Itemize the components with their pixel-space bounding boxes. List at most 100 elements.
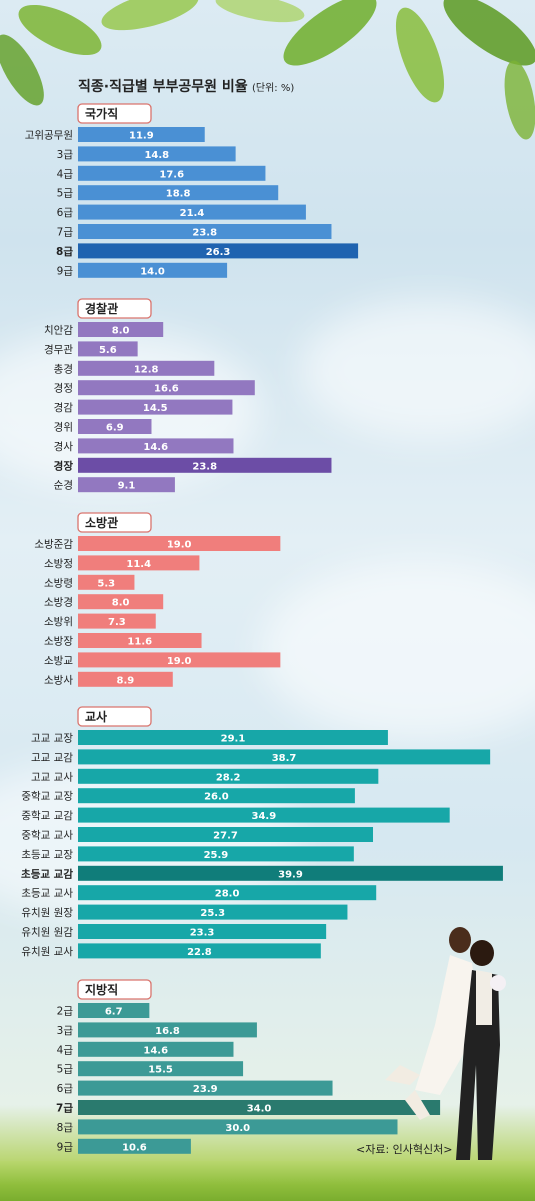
category-label: 경장 xyxy=(54,459,74,472)
category-label: 소방위 xyxy=(44,615,73,628)
data-label: 5.3 xyxy=(97,578,115,589)
data-label: 6.7 xyxy=(105,1007,123,1018)
category-label: 소방경 xyxy=(44,596,73,609)
bar xyxy=(78,127,205,142)
bar xyxy=(78,904,348,920)
data-label: 27.7 xyxy=(213,831,238,842)
category-label: 중학교 교사 xyxy=(21,830,73,842)
data-label: 29.1 xyxy=(221,734,246,745)
chart-unit: (단위: %) xyxy=(252,81,294,94)
bar xyxy=(78,885,377,901)
category-label: 6급 xyxy=(57,1083,74,1095)
category-label: 경무관 xyxy=(44,343,73,356)
data-label: 14.6 xyxy=(143,442,168,453)
data-label: 12.8 xyxy=(134,364,159,375)
bar xyxy=(78,360,215,376)
bar xyxy=(78,204,306,220)
couple-photo xyxy=(385,927,506,1160)
bar xyxy=(78,1080,333,1096)
data-label: 21.4 xyxy=(180,208,205,219)
category-label: 4급 xyxy=(57,168,74,180)
category-label: 초등교 교사 xyxy=(21,888,73,900)
category-label: 2급 xyxy=(57,1006,74,1018)
bar xyxy=(78,185,279,201)
data-label: 23.9 xyxy=(193,1084,218,1095)
data-label: 15.5 xyxy=(148,1065,173,1076)
bar xyxy=(78,399,233,415)
category-label: 초등교 교감 xyxy=(21,867,73,880)
bar xyxy=(78,1022,257,1038)
bar xyxy=(78,457,332,473)
category-label: 5급 xyxy=(57,188,74,200)
source-note: <자료: 인사혁신처> xyxy=(356,1143,453,1156)
category-label: 경사 xyxy=(54,440,74,453)
category-label: 초등교 교장 xyxy=(21,849,73,861)
group-label-box xyxy=(77,103,152,124)
category-label: 소방교 xyxy=(44,655,73,667)
bar xyxy=(78,555,200,571)
category-label: 6급 xyxy=(57,207,74,219)
category-label: 유치원 원장 xyxy=(21,907,73,919)
category-label: 4급 xyxy=(57,1044,74,1056)
category-label: 8급 xyxy=(57,1122,74,1134)
bar xyxy=(78,613,156,629)
category-label: 소방장 xyxy=(44,636,73,648)
bar xyxy=(78,943,321,959)
category-label: 9급 xyxy=(57,1141,74,1153)
data-label: 11.6 xyxy=(127,637,152,648)
bar xyxy=(78,1119,398,1135)
data-label: 25.3 xyxy=(200,908,225,919)
bar xyxy=(78,827,374,842)
data-label: 8.0 xyxy=(112,598,130,609)
group-label-box xyxy=(77,298,152,319)
group-label-box xyxy=(77,706,152,727)
bar xyxy=(78,224,332,239)
bar xyxy=(78,1003,150,1018)
category-label: 중학교 교감 xyxy=(21,810,73,822)
data-label: 14.6 xyxy=(143,1045,168,1056)
data-label: 19.0 xyxy=(167,656,192,667)
bar xyxy=(78,380,255,396)
data-label: 11.4 xyxy=(126,559,151,570)
bar xyxy=(78,749,491,765)
bar xyxy=(78,341,138,357)
data-label: 17.6 xyxy=(159,169,184,180)
category-label: 치안감 xyxy=(44,325,73,337)
bar xyxy=(78,865,503,881)
category-label: 소방준감 xyxy=(34,539,73,551)
bar xyxy=(78,574,135,590)
bar xyxy=(78,652,281,668)
group-label-box xyxy=(77,512,152,533)
data-label: 39.9 xyxy=(278,869,303,880)
category-label: 5급 xyxy=(57,1064,74,1076)
bar xyxy=(78,165,266,181)
category-label: 소방령 xyxy=(44,577,73,589)
data-label: 28.0 xyxy=(215,889,240,900)
bar xyxy=(78,1041,234,1057)
data-label: 26.0 xyxy=(204,792,229,803)
data-label: 18.8 xyxy=(166,189,191,200)
category-label: 경위 xyxy=(54,421,73,434)
data-label: 22.8 xyxy=(187,947,212,958)
data-label: 10.6 xyxy=(122,1142,147,1153)
bar xyxy=(78,924,327,939)
data-label: 19.0 xyxy=(167,540,192,551)
group-label: 교사 xyxy=(85,709,107,724)
bar xyxy=(78,788,355,804)
bar xyxy=(78,1100,441,1115)
bar xyxy=(78,243,359,259)
category-label: 경정 xyxy=(54,382,73,395)
category-label: 고교 교감 xyxy=(31,752,73,764)
bar xyxy=(78,322,164,337)
category-label: 3급 xyxy=(57,1025,74,1037)
data-label: 23.8 xyxy=(192,228,217,239)
category-label: 8급 xyxy=(56,246,73,258)
bar xyxy=(78,1138,191,1154)
category-label: 총경 xyxy=(54,362,73,375)
category-label: 경감 xyxy=(54,401,74,414)
grass-background xyxy=(0,1161,535,1201)
data-label: 6.9 xyxy=(106,423,124,434)
data-label: 38.7 xyxy=(272,753,297,764)
category-label: 고교 교장 xyxy=(31,733,73,745)
data-label: 14.8 xyxy=(144,150,169,161)
